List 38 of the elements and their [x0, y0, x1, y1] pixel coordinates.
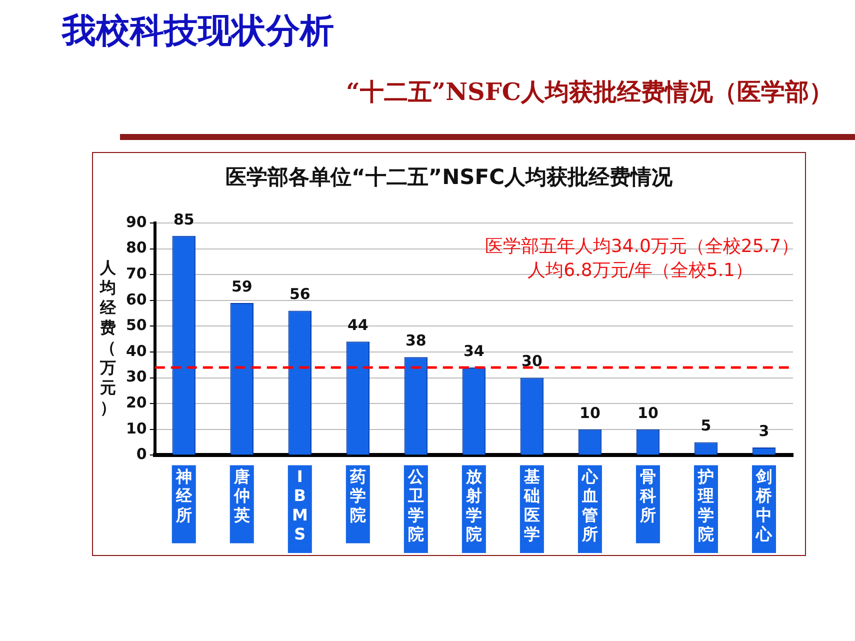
x-tick-label: 心血管所: [580, 466, 599, 544]
y-tick-label: 10: [126, 419, 147, 438]
y-tick-label: 40: [126, 342, 147, 360]
chart-subtitle: “十二五”NSFC人均获批经费情况（医学部）: [346, 76, 833, 108]
x-tick-label: 护理学院: [696, 466, 714, 544]
data-label: 30: [522, 352, 542, 370]
data-label: 10: [638, 404, 658, 422]
x-tick-label: 基础医学: [522, 466, 540, 544]
x-tick-label: 剑桥中心: [754, 466, 773, 544]
y-tick-label: 60: [126, 290, 147, 308]
annotation: 人均6.8万元/年（全校5.1）: [526, 259, 753, 283]
x-tick-label: 放射学院: [464, 466, 483, 544]
text: 我校科技现状分析: [62, 10, 334, 53]
x-tick-label: 骨科所: [638, 466, 656, 524]
x-tick-label: IBMS: [292, 466, 308, 544]
data-label: 38: [405, 332, 426, 350]
data-label: 44: [347, 316, 368, 334]
data-label: 5: [700, 416, 712, 435]
y-tick-label: 70: [126, 264, 147, 282]
y-axis-title: 人均经费（万元）: [98, 258, 117, 418]
y-tick-label: 90: [126, 212, 147, 231]
y-tick-label: 30: [126, 368, 147, 386]
chart-title: 医学部各单位“十二五”NSFC人均获批经费情况: [224, 164, 674, 191]
x-tick-label: 药学院: [348, 466, 366, 524]
data-label: 56: [289, 285, 310, 304]
x-tick-label: 唐仲英: [232, 466, 250, 524]
y-tick-label: 0: [136, 445, 147, 464]
y-tick-label: 80: [126, 238, 147, 257]
data-label: 59: [231, 277, 252, 296]
x-tick-label: 公卫学院: [406, 466, 425, 544]
data-label: 3: [758, 422, 770, 440]
data-label: 85: [173, 210, 194, 228]
y-tick-label: 50: [126, 316, 147, 334]
annotation: 医学部五年人均34.0万元（全校25.7）: [484, 235, 799, 259]
y-tick-label: 20: [126, 393, 147, 412]
x-tick-label: 神经所: [174, 466, 193, 524]
data-label: 34: [464, 342, 484, 360]
data-label: 10: [580, 404, 600, 422]
